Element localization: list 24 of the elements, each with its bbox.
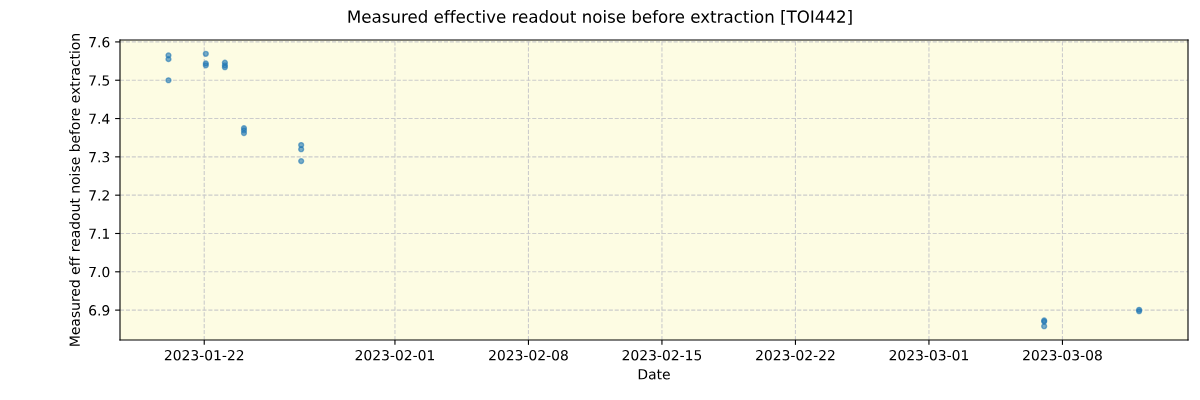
y-tick-label: 7.4: [89, 113, 110, 124]
y-tick-label: 7.0: [89, 266, 110, 278]
point: [1041, 323, 1048, 330]
x-tick-label: 2023-02-01: [355, 349, 435, 361]
chart-title: Measured effective readout noise before extraction [TOI442]: [348, 10, 852, 25]
x-axis-title: Date: [638, 369, 670, 380]
point: [165, 56, 172, 63]
x-tick-label: 2023-03-01: [889, 349, 969, 361]
point: [165, 77, 172, 84]
x-tick-label: 2023-03-08: [1023, 349, 1102, 361]
x-tick-label: 2023-02-15: [622, 349, 702, 361]
point: [202, 50, 209, 57]
y-tick-label: 7.2: [89, 190, 109, 201]
x-tick-label: 2023-02-22: [756, 349, 835, 361]
y-tick-label: 7.1: [89, 228, 109, 239]
y-tick-label: 7.3: [89, 151, 110, 163]
point: [298, 157, 305, 165]
y-tick-label: 7.6: [89, 36, 110, 48]
x-tick-label: 2023-01-22: [164, 349, 244, 361]
y-tick-label: 6.9: [89, 305, 110, 316]
y-tick-label: 7.5: [89, 75, 110, 86]
point: [298, 146, 305, 153]
x-tick-label: 2023-02-08: [489, 349, 568, 361]
y-axis-title: Measured eff readout noise before extraction: [69, 34, 80, 346]
